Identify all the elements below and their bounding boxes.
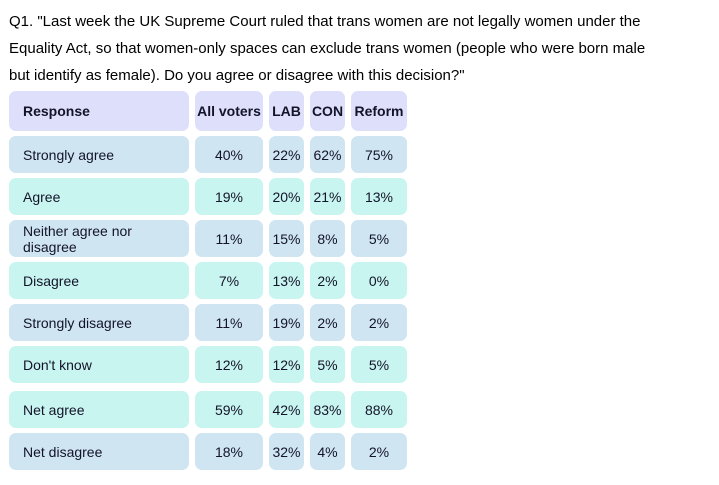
column-header-all-voters: All voters	[195, 91, 263, 131]
value-lab: 20%	[269, 178, 304, 215]
value-reform: 13%	[351, 178, 407, 215]
value-con: 62%	[310, 136, 345, 173]
response-label: Disagree	[9, 262, 189, 299]
value-con: 83%	[310, 391, 345, 428]
table-row-dont-know: Don't know 12% 12% 5% 5%	[9, 346, 409, 383]
response-label: Neither agree nor disagree	[9, 220, 189, 257]
value-con: 8%	[310, 220, 345, 257]
question-line-3: but identify as female). Do you agree or…	[9, 67, 465, 84]
response-label: Net disagree	[9, 433, 189, 470]
value-lab: 12%	[269, 346, 304, 383]
value-reform: 75%	[351, 136, 407, 173]
value-lab: 13%	[269, 262, 304, 299]
value-all-voters: 11%	[195, 220, 263, 257]
value-reform: 88%	[351, 391, 407, 428]
value-all-voters: 40%	[195, 136, 263, 173]
value-lab: 32%	[269, 433, 304, 470]
page: Q1. "Last week the UK Supreme Court rule…	[9, 8, 715, 470]
value-con: 2%	[310, 304, 345, 341]
column-header-response: Response	[9, 91, 189, 131]
value-reform: 2%	[351, 433, 407, 470]
table-row-net-disagree: Net disagree 18% 32% 4% 2%	[9, 433, 409, 470]
value-lab: 15%	[269, 220, 304, 257]
value-all-voters: 11%	[195, 304, 263, 341]
response-label: Net agree	[9, 391, 189, 428]
response-label: Don't know	[9, 346, 189, 383]
value-all-voters: 59%	[195, 391, 263, 428]
table-header-row: Response All voters LAB CON Reform	[9, 91, 409, 131]
value-lab: 22%	[269, 136, 304, 173]
value-reform: 2%	[351, 304, 407, 341]
table-row-neither: Neither agree nor disagree 11% 15% 8% 5%	[9, 220, 409, 257]
value-reform: 5%	[351, 346, 407, 383]
value-reform: 0%	[351, 262, 407, 299]
poll-question-text: Q1. "Last week the UK Supreme Court rule…	[9, 8, 715, 89]
value-all-voters: 12%	[195, 346, 263, 383]
column-header-lab: LAB	[269, 91, 304, 131]
value-lab: 19%	[269, 304, 304, 341]
value-all-voters: 18%	[195, 433, 263, 470]
value-all-voters: 7%	[195, 262, 263, 299]
net-results-section: Net agree 59% 42% 83% 88% Net disagree 1…	[9, 391, 409, 470]
response-label: Strongly agree	[9, 136, 189, 173]
question-line-2: Equality Act, so that women-only spaces …	[9, 40, 646, 57]
table-row-strongly-disagree: Strongly disagree 11% 19% 2% 2%	[9, 304, 409, 341]
poll-results-table: Response All voters LAB CON Reform Stron…	[9, 91, 409, 470]
table-row-net-agree: Net agree 59% 42% 83% 88%	[9, 391, 409, 428]
value-reform: 5%	[351, 220, 407, 257]
response-label: Agree	[9, 178, 189, 215]
question-line-1: Q1. "Last week the UK Supreme Court rule…	[9, 13, 641, 30]
value-all-voters: 19%	[195, 178, 263, 215]
response-label: Strongly disagree	[9, 304, 189, 341]
table-row-strongly-agree: Strongly agree 40% 22% 62% 75%	[9, 136, 409, 173]
value-con: 4%	[310, 433, 345, 470]
table-row-agree: Agree 19% 20% 21% 13%	[9, 178, 409, 215]
value-con: 5%	[310, 346, 345, 383]
value-con: 21%	[310, 178, 345, 215]
table-row-disagree: Disagree 7% 13% 2% 0%	[9, 262, 409, 299]
column-header-reform: Reform	[351, 91, 407, 131]
value-con: 2%	[310, 262, 345, 299]
value-lab: 42%	[269, 391, 304, 428]
column-header-con: CON	[310, 91, 345, 131]
